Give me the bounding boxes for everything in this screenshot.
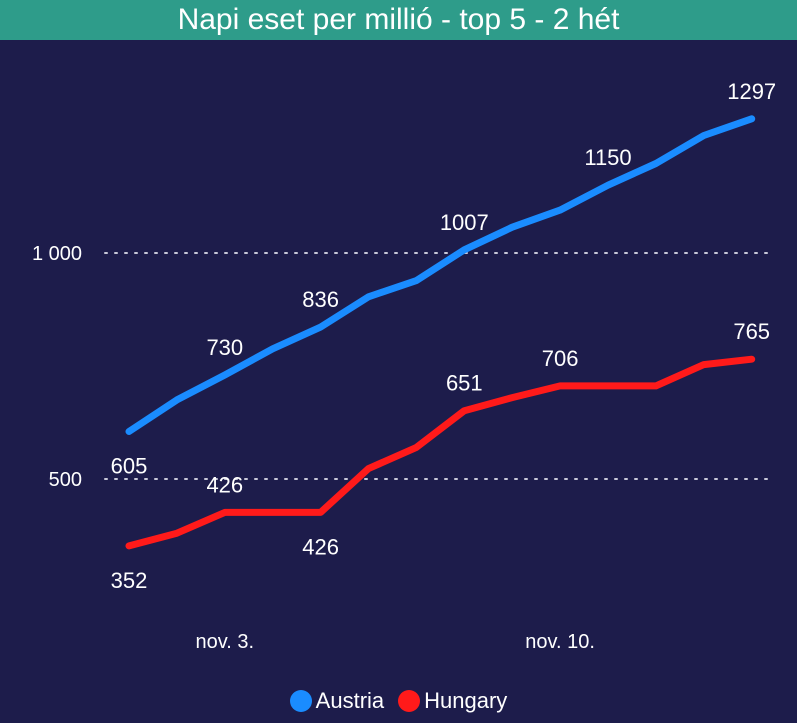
- series-line-hungary: [125, 355, 756, 550]
- data-label-hungary-5: 765: [733, 319, 770, 344]
- y-tick-label-0: 500: [49, 469, 82, 491]
- series-line-austria: [125, 115, 756, 435]
- legend-label-austria: Austria: [315, 688, 385, 713]
- legend-marker-hungary: [398, 690, 421, 712]
- legend-item-austria: Austria: [289, 688, 385, 714]
- data-label-austria-4: 1150: [584, 145, 631, 170]
- data-label-austria-0: 605: [111, 454, 148, 479]
- legend-label-hungary: Hungary: [424, 688, 508, 713]
- x-tick-label-0: nov. 3.: [196, 631, 255, 653]
- data-label-hungary-3: 651: [446, 371, 483, 396]
- data-label-hungary-4: 706: [542, 346, 579, 371]
- y-tick-label-1: 1 000: [32, 243, 82, 265]
- data-label-austria-1: 730: [206, 335, 243, 360]
- x-tick-label-1: nov. 10.: [525, 631, 595, 653]
- data-label-hungary-1: 426: [206, 472, 243, 497]
- legend: Austria Hungary: [0, 688, 797, 714]
- legend-marker-austria: [289, 690, 312, 712]
- data-label-hungary-0: 352: [111, 568, 148, 593]
- legend-item-hungary: Hungary: [398, 688, 507, 714]
- data-label-austria-5: 1297: [727, 79, 776, 104]
- data-label-austria-2: 836: [302, 287, 339, 312]
- data-label-austria-3: 1007: [440, 210, 489, 235]
- data-label-hungary-2: 426: [302, 534, 339, 559]
- chart-title: Napi eset per millió - top 5 - 2 hét: [0, 0, 797, 40]
